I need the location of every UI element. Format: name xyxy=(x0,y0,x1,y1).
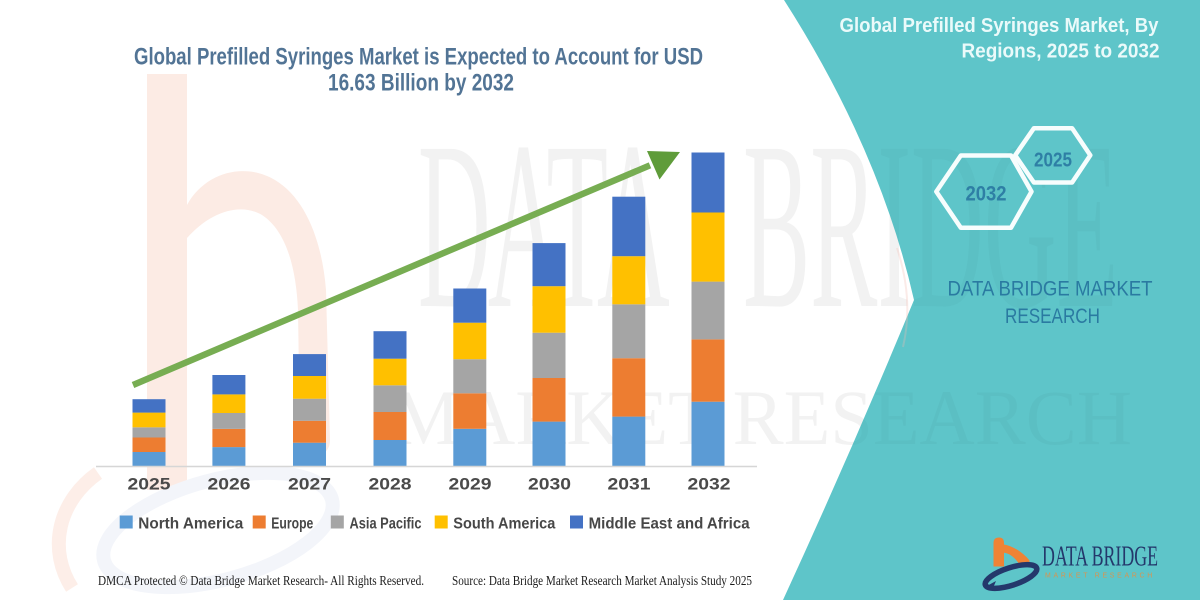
svg-text:DMCA Protected © Data Bridge M: DMCA Protected © Data Bridge Market Rese… xyxy=(98,573,424,588)
svg-text:Global Prefilled Syringes Mark: Global Prefilled Syringes Market, By xyxy=(840,14,1160,37)
svg-text:Europe: Europe xyxy=(271,516,313,533)
svg-text:MARKET RESEARCH: MARKET RESEARCH xyxy=(1045,571,1155,580)
svg-text:2030: 2030 xyxy=(528,476,571,494)
svg-text:South America: South America xyxy=(453,516,555,533)
svg-text:2025: 2025 xyxy=(128,476,171,494)
svg-text:Regions, 2025 to 2032: Regions, 2025 to 2032 xyxy=(962,40,1160,63)
svg-text:2025: 2025 xyxy=(1034,150,1072,172)
svg-text:2032: 2032 xyxy=(688,476,731,494)
svg-text:2027: 2027 xyxy=(288,476,331,494)
svg-text:North America: North America xyxy=(138,516,243,533)
svg-text:DATA BRIDGE MARKET: DATA BRIDGE MARKET xyxy=(948,278,1153,301)
svg-text:2026: 2026 xyxy=(208,476,251,494)
svg-text:2031: 2031 xyxy=(608,476,651,494)
svg-text:Global Prefilled Syringes Mark: Global Prefilled Syringes Market is Expe… xyxy=(134,44,703,71)
svg-text:Middle East and Africa: Middle East and Africa xyxy=(589,516,750,533)
svg-text:DATA BRIDGE: DATA BRIDGE xyxy=(1042,542,1158,573)
svg-text:RESEARCH: RESEARCH xyxy=(1005,305,1100,328)
svg-text:2029: 2029 xyxy=(449,476,492,494)
svg-text:2028: 2028 xyxy=(369,476,412,494)
svg-text:2032: 2032 xyxy=(966,182,1007,206)
svg-text:Asia Pacific: Asia Pacific xyxy=(350,516,422,533)
svg-text:Source: Data Bridge Market Res: Source: Data Bridge Market Research Mark… xyxy=(452,573,752,588)
svg-text:16.63 Billion by 2032: 16.63 Billion by 2032 xyxy=(328,70,514,97)
